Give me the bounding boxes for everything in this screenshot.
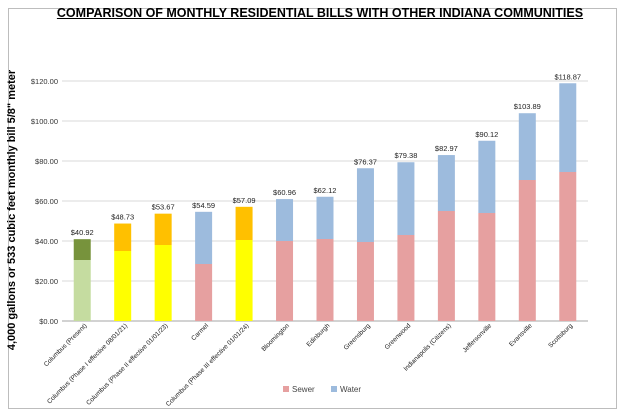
x-tick-label: Columbus (Present)	[43, 322, 89, 368]
total-label: $48.73	[111, 213, 134, 222]
bar-sewer-3	[195, 264, 213, 321]
total-label: $76.37	[354, 157, 377, 166]
bar-water-10	[478, 140, 496, 213]
x-tick-label: Bloomington	[260, 322, 291, 353]
bar-water-4	[235, 206, 253, 240]
bar-water-11	[518, 113, 536, 180]
bar-sewer-6	[316, 239, 334, 321]
x-tick-label: Columbus (Phase II effective 01/01/23)	[85, 322, 169, 406]
total-label: $82.97	[435, 144, 458, 153]
x-tick-label: Carmel	[190, 322, 210, 342]
x-tick-label: Greensburg	[343, 322, 372, 351]
total-label: $90.12	[475, 130, 498, 139]
y-tick-label: $20.00	[35, 277, 58, 286]
bar-sewer-9	[437, 211, 455, 321]
y-tick-label: $40.00	[35, 237, 58, 246]
bar-water-1	[114, 223, 132, 251]
bar-sewer-1	[114, 251, 132, 321]
total-label: $103.89	[514, 102, 541, 111]
bar-water-12	[559, 83, 577, 172]
bar-sewer-0	[73, 260, 91, 321]
legend-swatch-water	[331, 386, 337, 392]
total-label: $40.92	[71, 228, 94, 237]
bar-water-2	[154, 213, 172, 245]
y-tick-label: $0.00	[39, 317, 58, 326]
x-tick-label: Scottsburg	[547, 322, 574, 349]
x-tick-label: Evansville	[508, 322, 534, 348]
x-tick-label: Columbus (Phase III effective 01/01/24)	[165, 322, 251, 408]
total-label: $118.87	[554, 72, 581, 81]
x-tick-label: Columbus (Phase I effective 08/01/21)	[46, 322, 129, 405]
bar-sewer-7	[356, 242, 374, 321]
bar-sewer-10	[478, 213, 496, 321]
bar-water-8	[397, 162, 415, 235]
bar-water-5	[276, 199, 294, 241]
legend-label-water: Water	[340, 385, 361, 394]
chart-frame	[8, 8, 617, 409]
x-tick-label: Edinburgh	[306, 322, 332, 348]
x-tick-label: Jeffersonville	[462, 322, 494, 354]
y-tick-label: $80.00	[35, 157, 58, 166]
chart-title: COMPARISON OF MONTHLY RESIDENTIAL BILLS …	[56, 6, 584, 20]
y-tick-label: $100.00	[31, 117, 58, 126]
bar-sewer-12	[559, 172, 577, 321]
bar-water-6	[316, 196, 334, 239]
legend-label-sewer: Sewer	[292, 385, 315, 394]
bar-sewer-5	[276, 241, 294, 321]
bar-sewer-11	[518, 180, 536, 321]
bar-sewer-4	[235, 240, 253, 321]
bar-water-7	[356, 168, 374, 242]
total-label: $60.96	[273, 188, 296, 197]
y-tick-label: $120.00	[31, 77, 58, 86]
bar-sewer-8	[397, 235, 415, 321]
y-tick-label: $60.00	[35, 197, 58, 206]
total-label: $57.09	[233, 196, 256, 205]
total-label: $79.38	[394, 151, 417, 160]
bar-water-0	[73, 239, 91, 260]
total-label: $62.12	[314, 186, 337, 195]
bar-sewer-2	[154, 245, 172, 321]
x-tick-label: Indianapolis (Citizens)	[403, 322, 453, 372]
bar-water-9	[437, 155, 455, 211]
bar-water-3	[195, 211, 213, 264]
legend-swatch-sewer	[283, 386, 289, 392]
total-label: $53.67	[152, 203, 175, 212]
total-label: $54.59	[192, 201, 215, 210]
x-tick-label: Greenwood	[384, 322, 413, 351]
